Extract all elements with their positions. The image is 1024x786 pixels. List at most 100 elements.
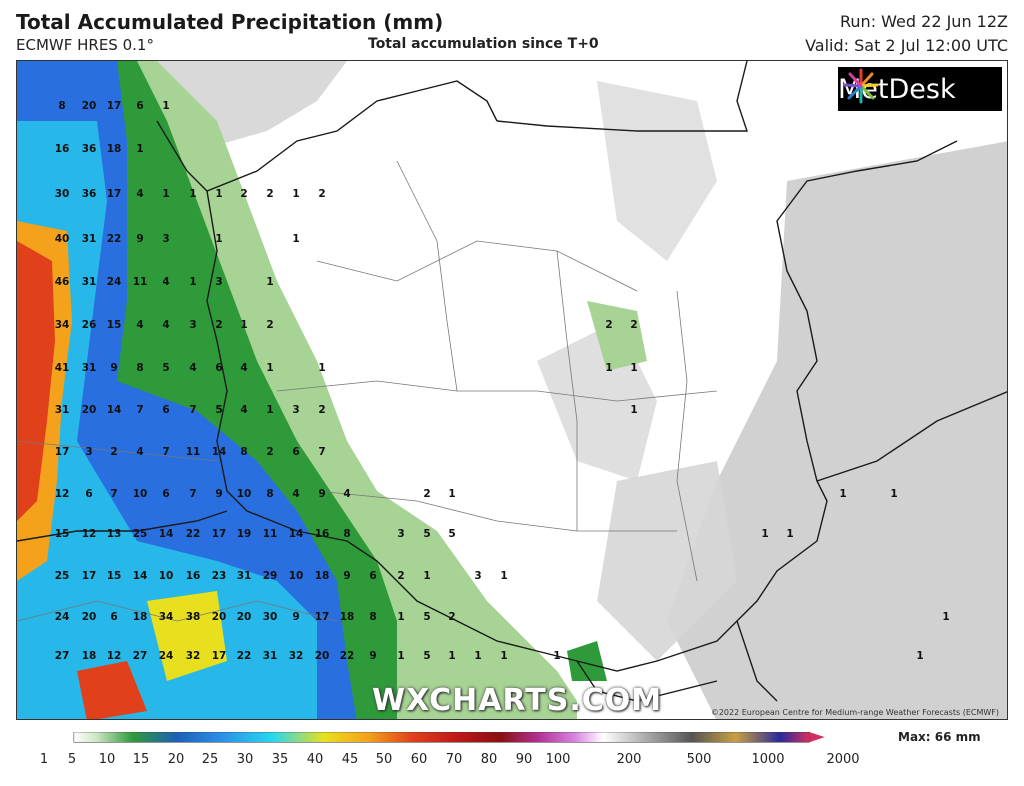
precip-value-label: 1 — [189, 276, 197, 288]
precip-value-label: 14 — [132, 570, 148, 582]
precip-value-label: 14 — [211, 446, 227, 458]
legend-arrow — [809, 732, 825, 743]
legend-tick-label: 25 — [201, 752, 219, 767]
moderate-rain-area — [567, 641, 607, 681]
precip-value-label: 2 — [318, 404, 326, 416]
precip-value-label: 25 — [54, 570, 70, 582]
precip-value-label: 6 — [85, 488, 93, 500]
precip-value-label: 22 — [236, 650, 252, 662]
precip-value-label: 12 — [106, 650, 122, 662]
precip-value-label: 9 — [292, 611, 300, 623]
precip-value-label: 2 — [215, 319, 223, 331]
legend-tick-label: 2000 — [826, 752, 860, 767]
precip-value-label: 13 — [106, 528, 122, 540]
precip-value-label: 3 — [85, 446, 93, 458]
legend-tick-label: 100 — [545, 752, 571, 767]
precip-value-label: 17 — [106, 188, 122, 200]
precip-value-label: 4 — [240, 362, 248, 374]
precip-value-label: 3 — [189, 319, 197, 331]
precip-value-label: 6 — [162, 488, 170, 500]
precip-value-label: 1 — [553, 650, 561, 662]
precip-value-label: 17 — [314, 611, 330, 623]
precip-value-label: 1 — [292, 188, 300, 200]
precip-value-label: 1 — [318, 362, 326, 374]
precip-value-label: 1 — [240, 319, 248, 331]
precip-value-label: 7 — [318, 446, 326, 458]
precip-value-label: 20 — [236, 611, 252, 623]
precip-value-label: 22 — [106, 233, 122, 245]
precip-value-label: 1 — [890, 488, 898, 500]
precip-value-label: 18 — [81, 650, 97, 662]
precip-value-label: 7 — [162, 446, 170, 458]
precip-value-label: 18 — [106, 143, 122, 155]
precip-value-label: 2 — [266, 319, 274, 331]
legend-tick-label: 20 — [167, 752, 185, 767]
precip-value-label: 46 — [54, 276, 70, 288]
precip-value-label: 1 — [786, 528, 794, 540]
precip-value-label: 22 — [185, 528, 201, 540]
precip-value-label: 1 — [942, 611, 950, 623]
precip-value-label: 5 — [162, 362, 170, 374]
precip-value-label: 1 — [215, 188, 223, 200]
precip-value-label: 14 — [106, 404, 122, 416]
precip-value-label: 19 — [236, 528, 252, 540]
precip-value-label: 1 — [500, 570, 508, 582]
precip-value-label: 9 — [369, 650, 377, 662]
map-subtitle: Total accumulation since T+0 — [368, 36, 599, 52]
precip-value-label: 3 — [474, 570, 482, 582]
precip-value-label: 14 — [158, 528, 174, 540]
precip-value-label: 31 — [54, 404, 70, 416]
precip-value-label: 1 — [397, 611, 405, 623]
precip-value-label: 31 — [81, 362, 97, 374]
precip-value-label: 1 — [162, 188, 170, 200]
legend-tick-label: 80 — [480, 752, 498, 767]
precip-value-label: 15 — [54, 528, 70, 540]
precip-value-label: 8 — [58, 100, 66, 112]
legend-gradient — [73, 732, 810, 743]
precip-value-label: 2 — [266, 188, 274, 200]
precip-value-label: 23 — [211, 570, 227, 582]
precip-value-label: 7 — [136, 404, 144, 416]
precip-value-label: 4 — [189, 362, 197, 374]
wxcharts-watermark: WXCHARTS.COM — [372, 683, 663, 718]
precip-value-label: 18 — [314, 570, 330, 582]
legend-tick-label: 1 — [39, 752, 49, 767]
region-borders — [17, 160, 718, 622]
precip-value-label: 6 — [369, 570, 377, 582]
precip-value-label: 1 — [266, 276, 274, 288]
precip-value-label: 1 — [474, 650, 482, 662]
precip-value-label: 31 — [262, 650, 278, 662]
precip-value-label: 1 — [605, 362, 613, 374]
precip-value-label: 11 — [185, 446, 201, 458]
precip-value-label: 31 — [236, 570, 252, 582]
precip-value-label: 15 — [106, 570, 122, 582]
precip-value-label: 4 — [136, 319, 144, 331]
precip-value-label: 1 — [448, 650, 456, 662]
precip-value-label: 5 — [215, 404, 223, 416]
precip-value-label: 9 — [110, 362, 118, 374]
precip-value-label: 24 — [54, 611, 70, 623]
legend-tick-label: 15 — [132, 752, 150, 767]
precip-value-label: 4 — [136, 446, 144, 458]
precip-value-label: 2 — [240, 188, 248, 200]
precip-value-label: 18 — [132, 611, 148, 623]
precip-value-label: 1 — [266, 404, 274, 416]
precip-value-label: 6 — [162, 404, 170, 416]
precip-value-label: 2 — [423, 488, 431, 500]
precip-value-label: 6 — [110, 611, 118, 623]
metdesk-burst-icon — [843, 68, 879, 104]
precip-value-label: 3 — [292, 404, 300, 416]
precip-value-label: 38 — [185, 611, 201, 623]
valid-time: Valid: Sat 2 Jul 12:00 UTC — [805, 36, 1008, 55]
precip-value-label: 2 — [266, 446, 274, 458]
legend-tick-label: 90 — [515, 752, 533, 767]
legend-tick-label: 500 — [686, 752, 712, 767]
precip-value-label: 20 — [314, 650, 330, 662]
precip-value-label: 1 — [162, 100, 170, 112]
legend-tick-label: 60 — [410, 752, 428, 767]
precip-value-label: 6 — [136, 100, 144, 112]
precip-value-label: 9 — [343, 570, 351, 582]
legend-tick-label: 50 — [375, 752, 393, 767]
precip-value-label: 8 — [266, 488, 274, 500]
precip-value-label: 8 — [240, 446, 248, 458]
